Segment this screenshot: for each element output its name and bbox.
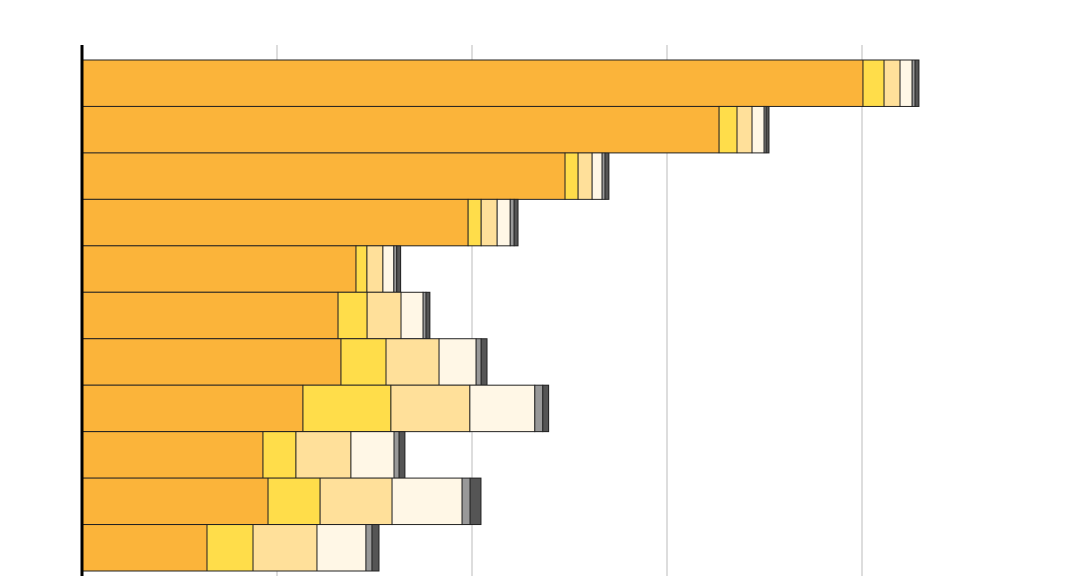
bar-segment xyxy=(564,152,579,200)
bar-segment xyxy=(371,524,380,572)
bar-segment xyxy=(718,105,738,154)
bar-segment xyxy=(366,291,402,340)
bar-segment xyxy=(302,384,392,433)
bar-segment xyxy=(81,431,264,479)
bar-segment xyxy=(393,431,400,479)
bar-segment xyxy=(81,477,269,526)
bar-segment xyxy=(382,245,395,293)
bar-segment xyxy=(316,524,367,572)
bar-segment xyxy=(591,152,603,200)
bar-segment xyxy=(480,198,498,247)
bar-segment xyxy=(350,431,395,479)
bar-segment xyxy=(899,59,913,107)
bar-segment xyxy=(604,152,610,200)
bar-segment xyxy=(81,245,357,293)
bar-segment xyxy=(252,524,318,572)
bar-segment xyxy=(396,245,402,293)
bar-segment xyxy=(509,198,515,247)
bar-segment xyxy=(513,198,519,247)
bar-segment xyxy=(480,338,488,386)
bar-segment xyxy=(577,152,593,200)
bar-segment xyxy=(81,338,342,386)
bar-segment xyxy=(765,105,770,154)
bar-segment xyxy=(496,198,511,247)
bar-segment xyxy=(366,245,384,293)
bar-segment xyxy=(206,524,254,572)
bar-segment xyxy=(883,59,901,107)
bar-segment xyxy=(534,384,544,433)
bar-segment xyxy=(736,105,753,154)
bar-segment xyxy=(81,59,864,107)
bar-segment xyxy=(81,198,469,247)
bar-segment xyxy=(467,198,482,247)
bar-segment xyxy=(751,105,765,154)
bar-segment xyxy=(319,477,393,526)
bar-segment xyxy=(340,338,387,386)
bar-segment xyxy=(267,477,321,526)
bar-segment xyxy=(385,338,440,386)
bar-segment xyxy=(438,338,477,386)
bar-segment xyxy=(365,524,373,572)
bar-segment xyxy=(475,338,482,386)
bar-segment xyxy=(391,477,463,526)
bar-segment xyxy=(469,384,536,433)
bar-segment xyxy=(337,291,368,340)
bar-segment xyxy=(542,384,550,433)
bar-segment xyxy=(469,477,482,526)
bar-segment xyxy=(862,59,885,107)
bar-segment xyxy=(390,384,471,433)
bar-segment xyxy=(425,291,431,340)
bar-segment xyxy=(81,105,720,154)
bar-segment xyxy=(81,291,339,340)
bar-segment xyxy=(295,431,352,479)
bar-segment xyxy=(81,384,304,433)
bar-segment xyxy=(81,152,566,200)
bar-segment xyxy=(400,291,424,340)
bar-segment xyxy=(81,524,208,572)
bar-segment xyxy=(355,245,368,293)
bar-segment xyxy=(262,431,297,479)
bar-segment xyxy=(914,59,920,107)
bar-segment xyxy=(398,431,406,479)
bar-segment xyxy=(461,477,471,526)
